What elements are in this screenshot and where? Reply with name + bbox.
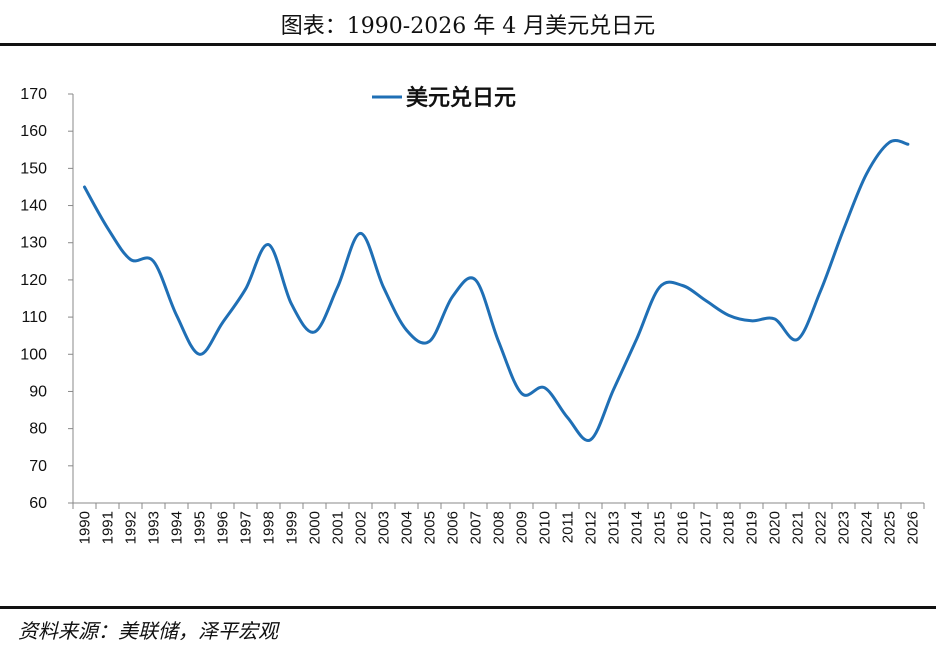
y-tick-label: 70 — [29, 458, 47, 475]
y-tick-label: 100 — [20, 346, 47, 363]
legend: 美元兑日元 — [372, 85, 516, 111]
x-tick-label: 2023 — [836, 511, 853, 544]
x-tick-label: 2018 — [721, 511, 738, 544]
x-tick-label: 2020 — [767, 511, 784, 544]
top-rule — [0, 43, 936, 46]
y-tick-label: 160 — [20, 123, 47, 140]
x-tick-label: 2021 — [790, 511, 807, 544]
y-tick-label: 60 — [29, 495, 47, 512]
x-axis: 1990 1991 1992 1993 1994 1995 1996 1997 1998 1999… — [72, 502, 925, 544]
x-tick-label: 1994 — [169, 511, 186, 544]
x-tick-label: 1993 — [146, 511, 163, 544]
x-tick-label: 1990 — [77, 511, 94, 544]
x-tick-label: 2011 — [560, 511, 577, 543]
x-tick-label: 2017 — [698, 511, 715, 544]
y-tick-label: 130 — [20, 235, 47, 252]
x-tick-label: 2015 — [652, 511, 669, 544]
y-tick-label: 120 — [20, 272, 47, 289]
legend-label: 美元兑日元 — [406, 85, 516, 111]
x-tick-label: 2024 — [859, 511, 876, 544]
page-title: 图表：1990-2026 年 4 月美元兑日元 — [280, 14, 656, 39]
x-tick-label: 2016 — [675, 511, 692, 544]
x-tick-label: 2006 — [445, 511, 462, 544]
x-tick-label: 2014 — [629, 511, 646, 544]
x-tick-label: 2000 — [307, 511, 324, 544]
x-tick-label: 2009 — [514, 511, 531, 544]
x-tick-label: 1998 — [261, 511, 278, 544]
y-tick-label: 170 — [20, 86, 47, 103]
x-tick-label: 2004 — [399, 511, 416, 544]
x-tick-label: 1991 — [100, 511, 117, 544]
x-tick-label: 2013 — [606, 511, 623, 544]
x-tick-label: 2002 — [353, 511, 370, 544]
series-line — [83, 138, 910, 442]
x-tick-label: 1996 — [215, 511, 232, 544]
x-tick-label: 1992 — [123, 511, 140, 544]
x-tick-label: 2001 — [330, 511, 347, 544]
x-tick-label: 2005 — [422, 511, 439, 544]
source-note: 资料来源：美联储，泽平宏观 — [18, 619, 278, 643]
bottom-rule — [0, 606, 936, 609]
x-tick-label: 2012 — [583, 511, 600, 544]
series-group — [83, 138, 910, 442]
x-tick-label: 2026 — [905, 511, 922, 544]
x-tick-label: 1997 — [238, 511, 255, 544]
y-tick-label: 90 — [29, 383, 47, 400]
x-tick-label: 2007 — [468, 511, 485, 544]
x-tick-label: 1999 — [284, 511, 301, 544]
x-tick-label: 2025 — [882, 511, 899, 544]
x-tick-label: 2010 — [537, 511, 554, 544]
y-tick-label: 110 — [21, 309, 47, 326]
x-tick-label: 2019 — [744, 511, 761, 544]
x-tick-label: 2022 — [813, 511, 830, 544]
y-tick-label: 150 — [20, 160, 47, 177]
y-tick-label: 80 — [29, 421, 47, 438]
x-tick-label: 1995 — [192, 511, 209, 544]
x-tick-label: 2003 — [376, 511, 393, 544]
x-tick-label: 2008 — [491, 511, 508, 544]
y-tick-label: 140 — [20, 198, 47, 215]
y-axis: 60 70 80 90 100 110 120 130 140 150 160 170 — [20, 86, 74, 512]
